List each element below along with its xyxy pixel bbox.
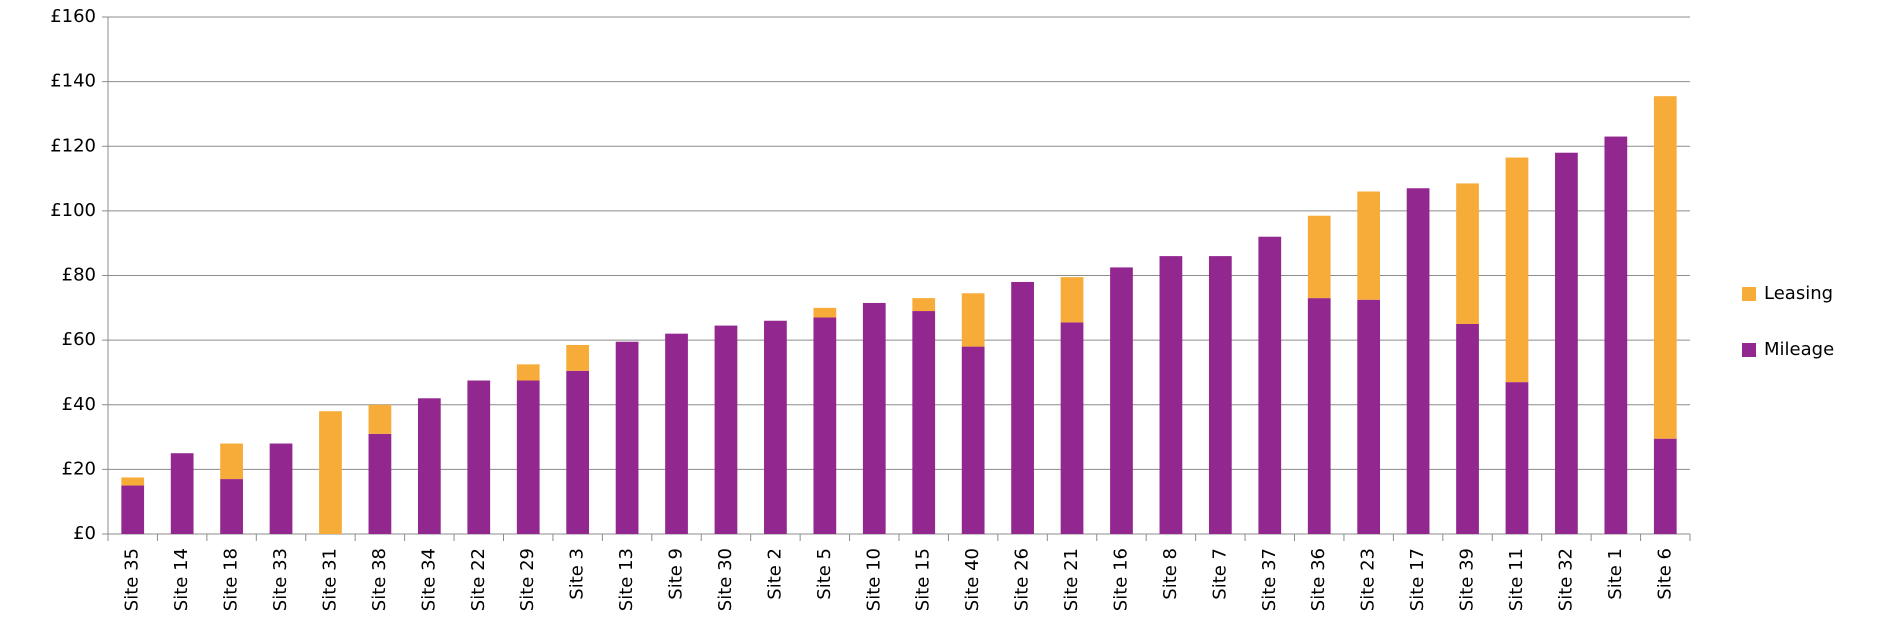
- x-tick-label: Site 11: [1506, 548, 1527, 611]
- bar-segment: [566, 370, 590, 534]
- bar-segment: [1456, 183, 1479, 324]
- x-tick-label: Site 8: [1160, 548, 1181, 600]
- x-tick-label: Site 22: [468, 548, 489, 611]
- x-tick-label: Site 21: [1061, 548, 1082, 611]
- bar-segment: [1653, 438, 1677, 534]
- bar-segment: [1110, 267, 1133, 534]
- bar-segment: [1060, 322, 1084, 534]
- bar-segment: [1406, 188, 1430, 534]
- bar-segment: [1208, 256, 1232, 534]
- x-tick-label: Site 1: [1605, 548, 1626, 600]
- bar-segment: [269, 443, 293, 534]
- legend-swatch: [1742, 343, 1756, 357]
- x-tick-label: Site 40: [962, 548, 983, 611]
- bar-segment: [417, 398, 441, 534]
- bar-segment: [1505, 157, 1529, 383]
- bar-segment: [566, 344, 590, 371]
- bar-segment: [912, 311, 936, 534]
- x-tick-label: Site 10: [863, 548, 884, 611]
- bar-segment: [1555, 152, 1578, 534]
- x-tick-label: Site 34: [418, 548, 439, 611]
- x-tick-label: Site 7: [1209, 548, 1230, 600]
- x-tick-label: Site 39: [1457, 548, 1478, 611]
- bar-segment: [1357, 191, 1381, 300]
- x-tick-label: Site 26: [1012, 548, 1033, 611]
- bar-segment: [121, 485, 145, 534]
- bar-segment: [813, 307, 837, 318]
- x-tick-label: Site 30: [715, 548, 736, 611]
- bar-segment: [1505, 382, 1529, 534]
- bar-segment: [1011, 281, 1034, 534]
- x-tick-label: Site 38: [369, 548, 390, 611]
- y-tick-label: £20: [62, 458, 96, 479]
- x-tick-label: Site 15: [913, 548, 934, 611]
- bar-segment: [1653, 96, 1677, 439]
- x-tick-label: Site 17: [1407, 548, 1428, 611]
- y-tick-label: £120: [50, 135, 96, 156]
- x-tick-label: Site 13: [616, 548, 637, 611]
- x-tick-label: Site 18: [221, 548, 242, 611]
- y-tick-label: £60: [62, 329, 96, 350]
- bar-segment: [1258, 236, 1282, 534]
- y-tick-label: £0: [73, 523, 96, 544]
- bar-segment: [961, 293, 985, 347]
- x-tick-label: Site 9: [666, 548, 687, 600]
- bar-segment: [516, 380, 540, 534]
- bar-segment: [467, 380, 491, 534]
- x-tick-label: Site 36: [1308, 548, 1329, 611]
- bar-segment: [368, 433, 392, 534]
- bar-segment: [368, 404, 392, 434]
- y-tick-label: £160: [50, 6, 96, 27]
- bar-segment: [813, 317, 837, 534]
- bar-segment: [862, 302, 886, 534]
- bar-segment: [220, 443, 243, 480]
- bar-segment: [1357, 299, 1381, 534]
- x-tick-label: Site 2: [764, 548, 785, 600]
- bar-segment: [1307, 298, 1331, 534]
- bar-segment: [912, 298, 936, 312]
- bar-segment: [764, 320, 787, 534]
- legend-swatch: [1742, 287, 1756, 301]
- y-tick-label: £80: [62, 265, 96, 286]
- x-tick-label: Site 33: [270, 548, 291, 611]
- x-tick-label: Site 29: [517, 548, 538, 611]
- bar-segment: [665, 333, 688, 534]
- bar-segment: [516, 364, 540, 381]
- bar-segment: [121, 477, 145, 486]
- x-tick-label: Site 14: [171, 548, 192, 611]
- legend-label: Leasing: [1764, 283, 1833, 304]
- bar-segment: [1159, 256, 1183, 534]
- bar-segment: [1456, 323, 1479, 534]
- x-tick-label: Site 37: [1259, 548, 1280, 611]
- x-tick-label: Site 16: [1110, 548, 1131, 611]
- x-tick-label: Site 23: [1358, 548, 1379, 611]
- y-tick-label: £140: [50, 71, 96, 92]
- bar-segment: [220, 479, 243, 534]
- bar-segment: [170, 453, 194, 534]
- bar-segment: [1307, 215, 1331, 299]
- legend-label: Mileage: [1764, 339, 1834, 360]
- y-tick-label: £40: [62, 394, 96, 415]
- x-tick-label: Site 5: [814, 548, 835, 600]
- bar-segment: [1604, 136, 1628, 534]
- x-tick-label: Site 35: [122, 548, 143, 611]
- x-tick-label: Site 3: [567, 548, 588, 600]
- x-tick-label: Site 31: [319, 548, 340, 611]
- bar-segment: [615, 341, 639, 534]
- bar-segment: [961, 346, 985, 534]
- x-tick-label: Site 6: [1654, 548, 1675, 600]
- y-tick-label: £100: [50, 200, 96, 221]
- x-tick-label: Site 32: [1555, 548, 1576, 611]
- bar-segment: [1060, 277, 1084, 323]
- bar-segment: [319, 411, 342, 534]
- bar-segment: [714, 325, 738, 534]
